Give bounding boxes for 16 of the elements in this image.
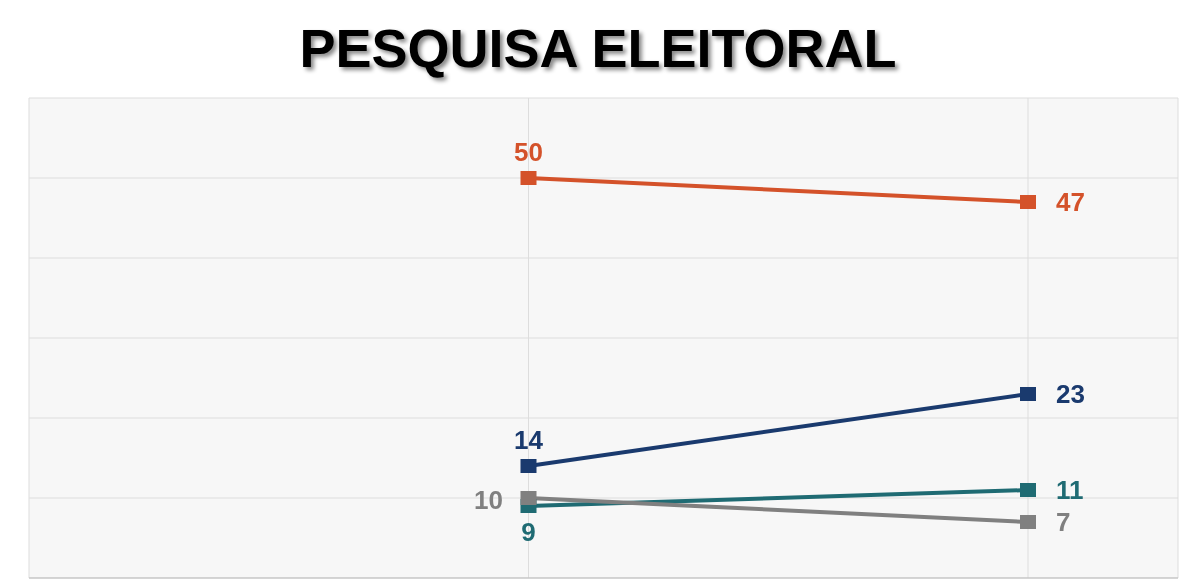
point xyxy=(520,491,537,505)
point xyxy=(520,171,537,185)
data-label: 14 xyxy=(514,424,544,455)
point xyxy=(1020,195,1036,209)
data-label: 50 xyxy=(514,136,543,167)
data-label: 23 xyxy=(1056,378,1085,409)
point xyxy=(1020,387,1036,401)
point xyxy=(1020,483,1036,497)
point xyxy=(1020,515,1036,529)
data-label: 10 xyxy=(474,484,503,515)
data-label: 7 xyxy=(1056,506,1071,537)
chart-title: PESQUISA ELEITORAL xyxy=(298,17,898,80)
data-label: 11 xyxy=(1056,474,1084,505)
point xyxy=(520,459,537,473)
data-label: 47 xyxy=(1056,186,1085,217)
data-label: 9 xyxy=(521,516,536,547)
